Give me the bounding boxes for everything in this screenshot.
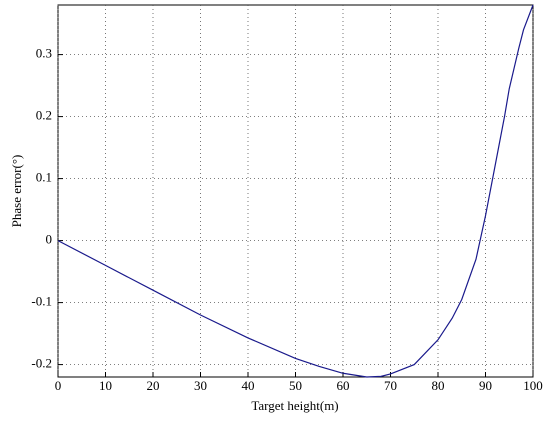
- x-tick-label: 50: [289, 378, 302, 393]
- y-axis-label: Phase error(°): [9, 155, 24, 228]
- y-tick-label: 0.1: [36, 170, 52, 185]
- y-tick-label: -0.1: [31, 294, 52, 309]
- x-axis-label: Target height(m): [251, 398, 338, 413]
- x-tick-label: 100: [523, 378, 543, 393]
- x-tick-label: 20: [147, 378, 160, 393]
- data-line: [57, 4, 534, 378]
- y-tick-label: -0.2: [31, 356, 52, 371]
- x-tick-label: 10: [99, 378, 112, 393]
- x-tick-label: 60: [337, 378, 350, 393]
- y-tick-label: 0: [46, 232, 53, 247]
- y-tick-label: 0.2: [36, 108, 52, 123]
- x-tick-label: 80: [432, 378, 445, 393]
- x-tick-label: 70: [384, 378, 397, 393]
- x-tick-label: 0: [55, 378, 62, 393]
- x-tick-label: 40: [242, 378, 255, 393]
- x-tick-label: 30: [194, 378, 207, 393]
- y-tick-label: 0.3: [36, 46, 52, 61]
- x-tick-label: 90: [479, 378, 492, 393]
